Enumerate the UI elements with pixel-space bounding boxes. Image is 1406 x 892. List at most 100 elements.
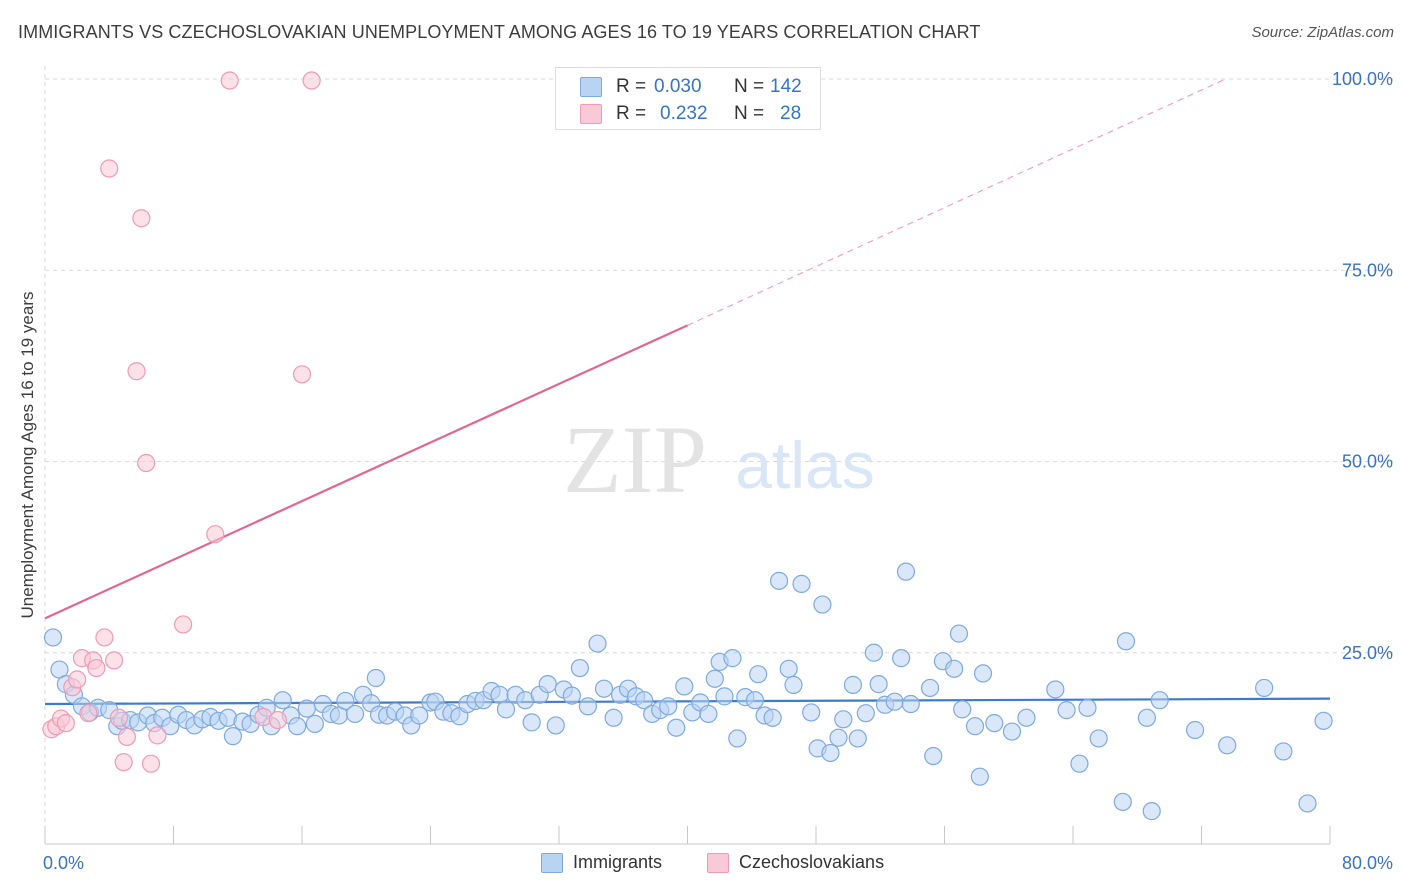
immigrants-point bbox=[792, 574, 811, 594]
immigrants-point bbox=[843, 675, 863, 694]
czechoslovakians-point bbox=[79, 704, 98, 723]
n-value: 28 bbox=[780, 103, 802, 124]
immigrants-point bbox=[635, 691, 654, 710]
tick-labels: 25.0% 50.0% 75.0% 100.0% 0.0% 80.0% bbox=[43, 69, 1393, 873]
immigrants-point bbox=[813, 595, 832, 614]
immigrants-point bbox=[604, 708, 623, 727]
immigrants-point bbox=[43, 628, 63, 647]
immigrants-point bbox=[1298, 794, 1317, 813]
czechoslovakians-trend-line bbox=[44, 324, 688, 620]
immigrants-point bbox=[538, 675, 557, 694]
czechoslovakians-swatch bbox=[580, 104, 602, 124]
n-label: N = bbox=[734, 76, 765, 97]
immigrants-point bbox=[885, 692, 904, 711]
immigrants-point bbox=[366, 668, 385, 688]
immigrants-point bbox=[924, 746, 943, 766]
y-tick-label: 50.0% bbox=[1342, 452, 1393, 472]
immigrants-point bbox=[920, 678, 940, 698]
legend-item-immigrants: Immigrants bbox=[541, 852, 662, 873]
immigrants-point bbox=[297, 699, 316, 718]
immigrants-point bbox=[973, 664, 993, 683]
immigrants-point bbox=[496, 700, 516, 719]
immigrants-legend-swatch bbox=[541, 852, 563, 873]
immigrants-point bbox=[345, 704, 365, 724]
immigrants-point bbox=[594, 679, 614, 698]
watermark-zip: ZIP bbox=[563, 406, 707, 513]
immigrants-point bbox=[769, 571, 789, 590]
immigrants-point bbox=[667, 718, 686, 737]
y-axis-label: Unemployment Among Ages 16 to 19 years bbox=[18, 291, 37, 619]
czechoslovakians-point bbox=[137, 453, 156, 473]
x-tick-label: 80.0% bbox=[1342, 853, 1393, 873]
immigrants-point bbox=[1113, 792, 1132, 812]
immigrants-point bbox=[1002, 722, 1022, 741]
r-value: 0.232 bbox=[660, 103, 708, 124]
immigrants-point bbox=[1057, 701, 1076, 720]
immigrants-point bbox=[588, 634, 607, 653]
czechoslovakians-point bbox=[174, 615, 193, 634]
immigrants-point bbox=[288, 717, 307, 736]
immigrants-legend-label: Immigrants bbox=[573, 852, 663, 872]
czechoslovakians-point bbox=[87, 658, 106, 678]
chart-title: IMMIGRANTS VS CZECHOSLOVAKIAN UNEMPLOYME… bbox=[18, 22, 981, 42]
czechoslovakians-points bbox=[42, 71, 321, 773]
immigrants-point bbox=[1255, 678, 1274, 698]
legend-row-czechoslovakians: R = 0.232 N = 28 bbox=[580, 102, 801, 126]
immigrants-point bbox=[728, 729, 747, 748]
r-label: R = bbox=[616, 76, 647, 97]
immigrants-point bbox=[1078, 698, 1097, 717]
immigrants-point bbox=[1314, 711, 1333, 730]
immigrants-point bbox=[1142, 802, 1161, 821]
immigrants-points bbox=[43, 562, 1333, 821]
immigrants-point bbox=[892, 649, 911, 668]
y-tick-label: 75.0% bbox=[1342, 260, 1393, 280]
y-tick-label: 25.0% bbox=[1342, 643, 1393, 663]
immigrants-point bbox=[410, 706, 429, 725]
source-label: Source: ZipAtlas.com bbox=[1251, 24, 1394, 41]
czechoslovakians-point bbox=[302, 71, 321, 90]
immigrants-point bbox=[522, 713, 541, 732]
r-value: 0.030 bbox=[654, 76, 702, 97]
y-tick-label: 100.0% bbox=[1332, 69, 1393, 89]
immigrants-point bbox=[578, 697, 598, 716]
czechoslovakians-point bbox=[117, 727, 137, 747]
immigrants-point bbox=[749, 665, 768, 684]
czechoslovakians-point bbox=[132, 209, 151, 228]
immigrants-trend-line bbox=[44, 697, 1331, 706]
immigrants-point bbox=[763, 708, 782, 727]
immigrants-point bbox=[834, 710, 853, 729]
czechoslovakians-point bbox=[114, 753, 133, 772]
n-value: 142 bbox=[770, 76, 802, 97]
legend-item-czechoslovakians: Czechoslovakians bbox=[707, 852, 884, 873]
immigrants-point bbox=[848, 729, 867, 748]
immigrants-point bbox=[901, 694, 920, 714]
czechoslovakians-point bbox=[56, 714, 75, 733]
x-tick-label: 0.0% bbox=[43, 853, 84, 873]
legend-row-immigrants: R = 0.030 N = 142 bbox=[580, 75, 802, 99]
czechoslovakians-point bbox=[206, 525, 225, 544]
czechoslovakians-point bbox=[127, 362, 146, 381]
immigrants-point bbox=[715, 687, 734, 706]
immigrants-point bbox=[779, 659, 798, 678]
immigrants-point bbox=[562, 686, 581, 705]
immigrants-point bbox=[546, 716, 565, 735]
immigrants-point bbox=[1150, 691, 1169, 710]
immigrants-point bbox=[1137, 708, 1156, 727]
immigrants-point bbox=[273, 691, 292, 710]
czechoslovakians-point bbox=[220, 71, 239, 90]
immigrants-point bbox=[745, 691, 765, 710]
immigrants-point bbox=[659, 697, 678, 716]
immigrants-point bbox=[829, 728, 848, 747]
czechoslovakians-point bbox=[268, 710, 288, 730]
czechoslovakians-point bbox=[141, 754, 161, 773]
immigrants-point bbox=[1218, 736, 1237, 755]
watermark-atlas: atlas bbox=[735, 428, 874, 502]
immigrants-point bbox=[965, 717, 985, 736]
immigrants-point bbox=[864, 643, 883, 662]
immigrants-point bbox=[985, 714, 1004, 733]
czechoslovakians-point bbox=[109, 708, 128, 727]
watermark: ZIP atlas bbox=[563, 406, 875, 513]
trend-lines bbox=[44, 78, 1331, 706]
n-label: N = bbox=[734, 103, 765, 124]
x-axis bbox=[44, 826, 1331, 845]
